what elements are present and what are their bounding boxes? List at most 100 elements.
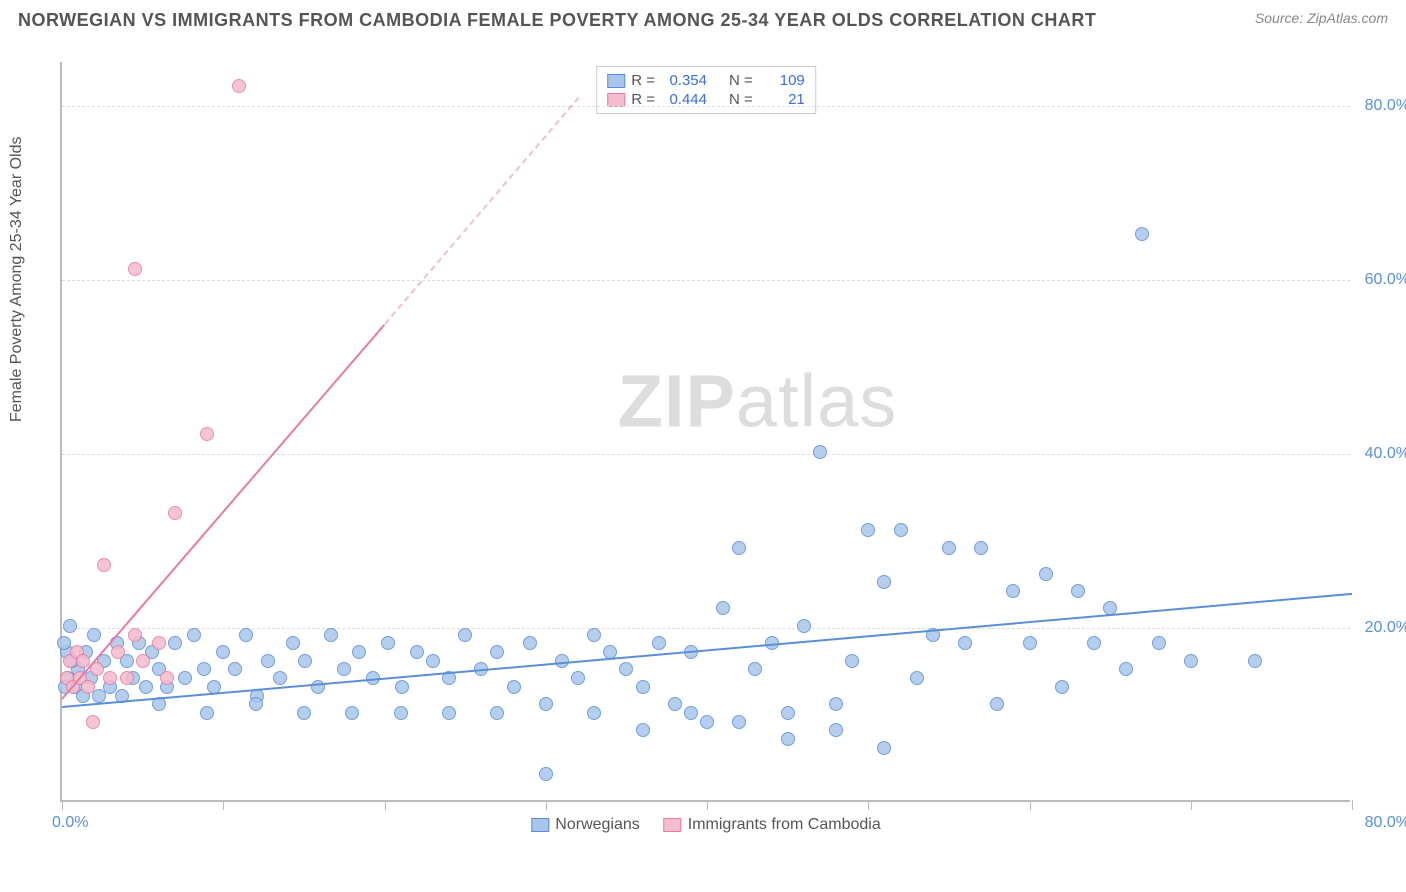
data-point — [200, 706, 214, 720]
data-point — [587, 628, 601, 642]
x-tick-min: 0.0% — [52, 814, 88, 832]
x-tick — [707, 800, 708, 810]
data-point — [652, 636, 666, 650]
data-point — [128, 262, 142, 276]
x-tick — [1030, 800, 1031, 810]
data-point — [1119, 662, 1133, 676]
data-point — [337, 662, 351, 676]
legend-item: Immigrants from Cambodia — [664, 816, 881, 834]
source-label: Source: ZipAtlas.com — [1255, 10, 1388, 26]
data-point — [168, 636, 182, 650]
data-point — [829, 723, 843, 737]
x-tick — [223, 800, 224, 810]
data-point — [974, 541, 988, 555]
data-point — [1039, 567, 1053, 581]
data-point — [136, 654, 150, 668]
legend-item: Norwegians — [531, 816, 639, 834]
x-tick — [868, 800, 869, 810]
chart-title: NORWEGIAN VS IMMIGRANTS FROM CAMBODIA FE… — [18, 10, 1096, 31]
data-point — [1087, 636, 1101, 650]
data-point — [894, 523, 908, 537]
legend-label: Norwegians — [555, 816, 639, 834]
y-tick-label: 20.0% — [1365, 619, 1406, 637]
data-point — [539, 697, 553, 711]
correlation-legend: R =0.354N =109R =0.444N =21 — [596, 66, 816, 114]
data-point — [128, 628, 142, 642]
plot-area: ZIPatlas R =0.354N =109R =0.444N =21 0.0… — [60, 62, 1350, 802]
data-point — [813, 445, 827, 459]
gridline — [62, 106, 1350, 107]
data-point — [1023, 636, 1037, 650]
data-point — [298, 654, 312, 668]
data-point — [958, 636, 972, 650]
data-point — [442, 706, 456, 720]
data-point — [228, 662, 242, 676]
data-point — [861, 523, 875, 537]
data-point — [139, 680, 153, 694]
data-point — [352, 645, 366, 659]
data-point — [781, 706, 795, 720]
data-point — [273, 671, 287, 685]
legend-label: Immigrants from Cambodia — [688, 816, 881, 834]
data-point — [684, 706, 698, 720]
data-point — [990, 697, 1004, 711]
data-point — [1135, 227, 1149, 241]
data-point — [216, 645, 230, 659]
data-point — [239, 628, 253, 642]
series-legend: Norwegians Immigrants from Cambodia — [531, 816, 880, 834]
data-point — [877, 741, 891, 755]
data-point — [732, 715, 746, 729]
watermark: ZIPatlas — [618, 359, 897, 444]
y-tick-label: 80.0% — [1365, 97, 1406, 115]
y-tick-label: 40.0% — [1365, 445, 1406, 463]
gridline — [62, 454, 1350, 455]
trend-line — [384, 97, 579, 325]
data-point — [232, 79, 246, 93]
y-tick-label: 60.0% — [1365, 271, 1406, 289]
data-point — [120, 671, 134, 685]
data-point — [86, 715, 100, 729]
data-point — [286, 636, 300, 650]
data-point — [845, 654, 859, 668]
data-point — [187, 628, 201, 642]
legend-row: R =0.354N =109 — [607, 71, 805, 90]
x-tick — [1191, 800, 1192, 810]
trend-line — [62, 593, 1352, 708]
data-point — [178, 671, 192, 685]
data-point — [636, 680, 650, 694]
data-point — [748, 662, 762, 676]
data-point — [829, 697, 843, 711]
data-point — [394, 706, 408, 720]
legend-swatch — [607, 74, 625, 88]
x-tick — [546, 800, 547, 810]
data-point — [197, 662, 211, 676]
data-point — [168, 506, 182, 520]
data-point — [1006, 584, 1020, 598]
legend-swatch — [531, 818, 549, 832]
data-point — [942, 541, 956, 555]
data-point — [490, 645, 504, 659]
x-tick — [1352, 800, 1353, 810]
r-label: R = — [631, 72, 655, 89]
r-value: 0.354 — [661, 72, 707, 89]
legend-swatch — [607, 93, 625, 107]
data-point — [523, 636, 537, 650]
x-tick — [385, 800, 386, 810]
data-point — [345, 706, 359, 720]
data-point — [381, 636, 395, 650]
n-value: 109 — [759, 72, 805, 89]
data-point — [1055, 680, 1069, 694]
y-axis-label: Female Poverty Among 25-34 Year Olds — [8, 137, 26, 423]
data-point — [587, 706, 601, 720]
data-point — [297, 706, 311, 720]
data-point — [81, 680, 95, 694]
data-point — [111, 645, 125, 659]
data-point — [103, 671, 117, 685]
data-point — [668, 697, 682, 711]
data-point — [781, 732, 795, 746]
chart-container: Female Poverty Among 25-34 Year Olds ZIP… — [18, 42, 1388, 892]
data-point — [160, 671, 174, 685]
data-point — [87, 628, 101, 642]
data-point — [490, 706, 504, 720]
x-tick-max: 80.0% — [1365, 814, 1406, 832]
